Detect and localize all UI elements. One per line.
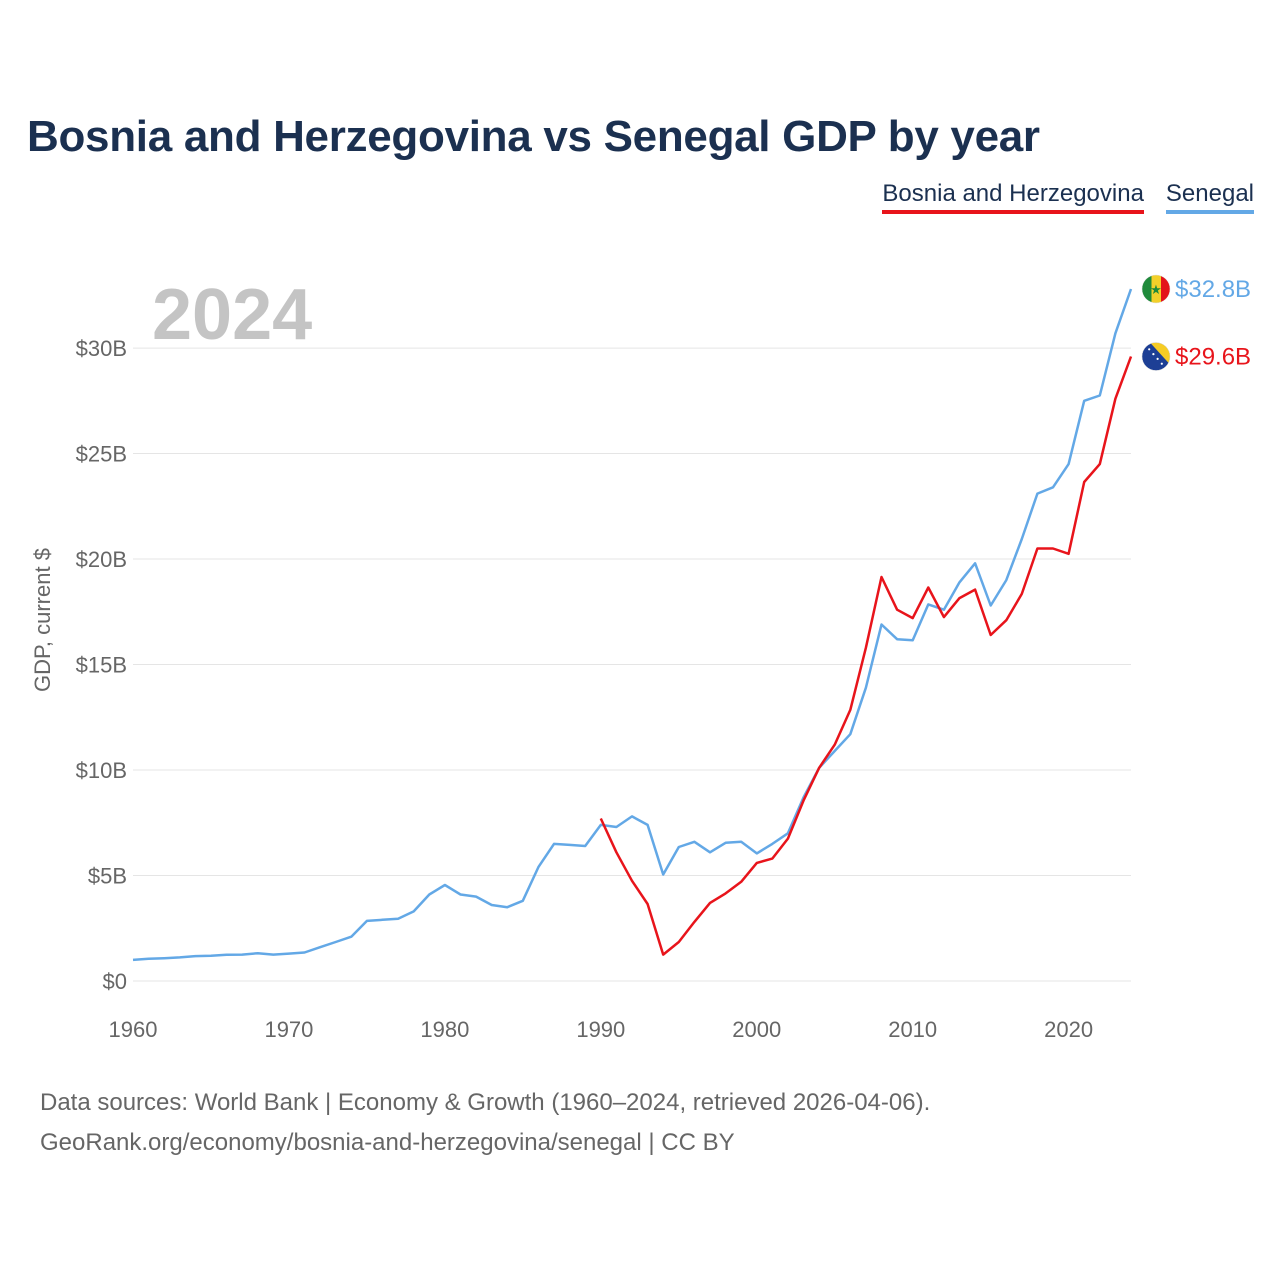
- series-line-senegal: [132, 288, 1133, 962]
- legend-item-senegal[interactable]: Senegal: [1165, 180, 1254, 214]
- flag-stripe: [1142, 275, 1152, 303]
- flag-border: [1141, 342, 1171, 371]
- year-watermark: 2024: [152, 275, 312, 355]
- bosnia-flag-icon: [1142, 342, 1170, 371]
- x-tick-label: 2000: [732, 1017, 781, 1042]
- flag-border: [1141, 274, 1171, 304]
- flag-triangle: [1150, 342, 1170, 365]
- x-tick-label: 1970: [264, 1017, 313, 1042]
- flag-star: [1148, 348, 1151, 351]
- flag-stripe: [1151, 275, 1161, 303]
- y-tick-label: $25B: [76, 442, 127, 467]
- y-tick-label: $20B: [76, 547, 127, 572]
- y-tick-label: $10B: [76, 758, 127, 783]
- flag-star: [1164, 367, 1168, 370]
- data-sources-text: Data sources: World Bank | Economy & Gro…: [40, 1089, 931, 1116]
- flag-star: [1152, 353, 1155, 356]
- x-tick-label: 1990: [576, 1017, 625, 1042]
- series-line-bosnia-and-herzegovina: [599, 356, 1133, 956]
- senegal-flag-icon: ★: [1142, 275, 1170, 303]
- chart-title: Bosnia and Herzegovina vs Senegal GDP by…: [27, 112, 1040, 161]
- flag-star: [1143, 343, 1147, 346]
- flag-star: [1156, 357, 1159, 361]
- line-chart: 2024 $0 $5B $10B $15B $20B $25B $30B 1960 1970 198…: [30, 274, 1251, 1042]
- footer: Data sources: World Bank | Economy & Gro…: [40, 1083, 930, 1163]
- y-tick-label: $15B: [76, 653, 127, 678]
- flag-stripe: [1161, 275, 1170, 303]
- bosnia-end-label: $29.6B: [1175, 344, 1251, 371]
- x-tick-label: 2020: [1044, 1017, 1093, 1042]
- x-tick-label: 1980: [420, 1017, 469, 1042]
- senegal-end-label: $32.8B: [1175, 276, 1251, 303]
- flag-star: [1160, 362, 1163, 365]
- legend: Bosnia and Herzegovina Senegal: [882, 180, 1254, 214]
- x-tick-label: 1960: [109, 1017, 158, 1042]
- y-tick-label: $0: [103, 969, 127, 994]
- y-tick-label: $5B: [88, 864, 127, 889]
- y-tick-label: $30B: [76, 336, 127, 361]
- x-tick-label: 2010: [888, 1017, 937, 1042]
- flag-star: ★: [1150, 283, 1162, 298]
- source-url-text: GeoRank.org/economy/bosnia-and-herzegovi…: [40, 1129, 735, 1156]
- y-axis-label: GDP, current $: [30, 548, 55, 692]
- legend-item-bosnia[interactable]: Bosnia and Herzegovina: [882, 180, 1144, 214]
